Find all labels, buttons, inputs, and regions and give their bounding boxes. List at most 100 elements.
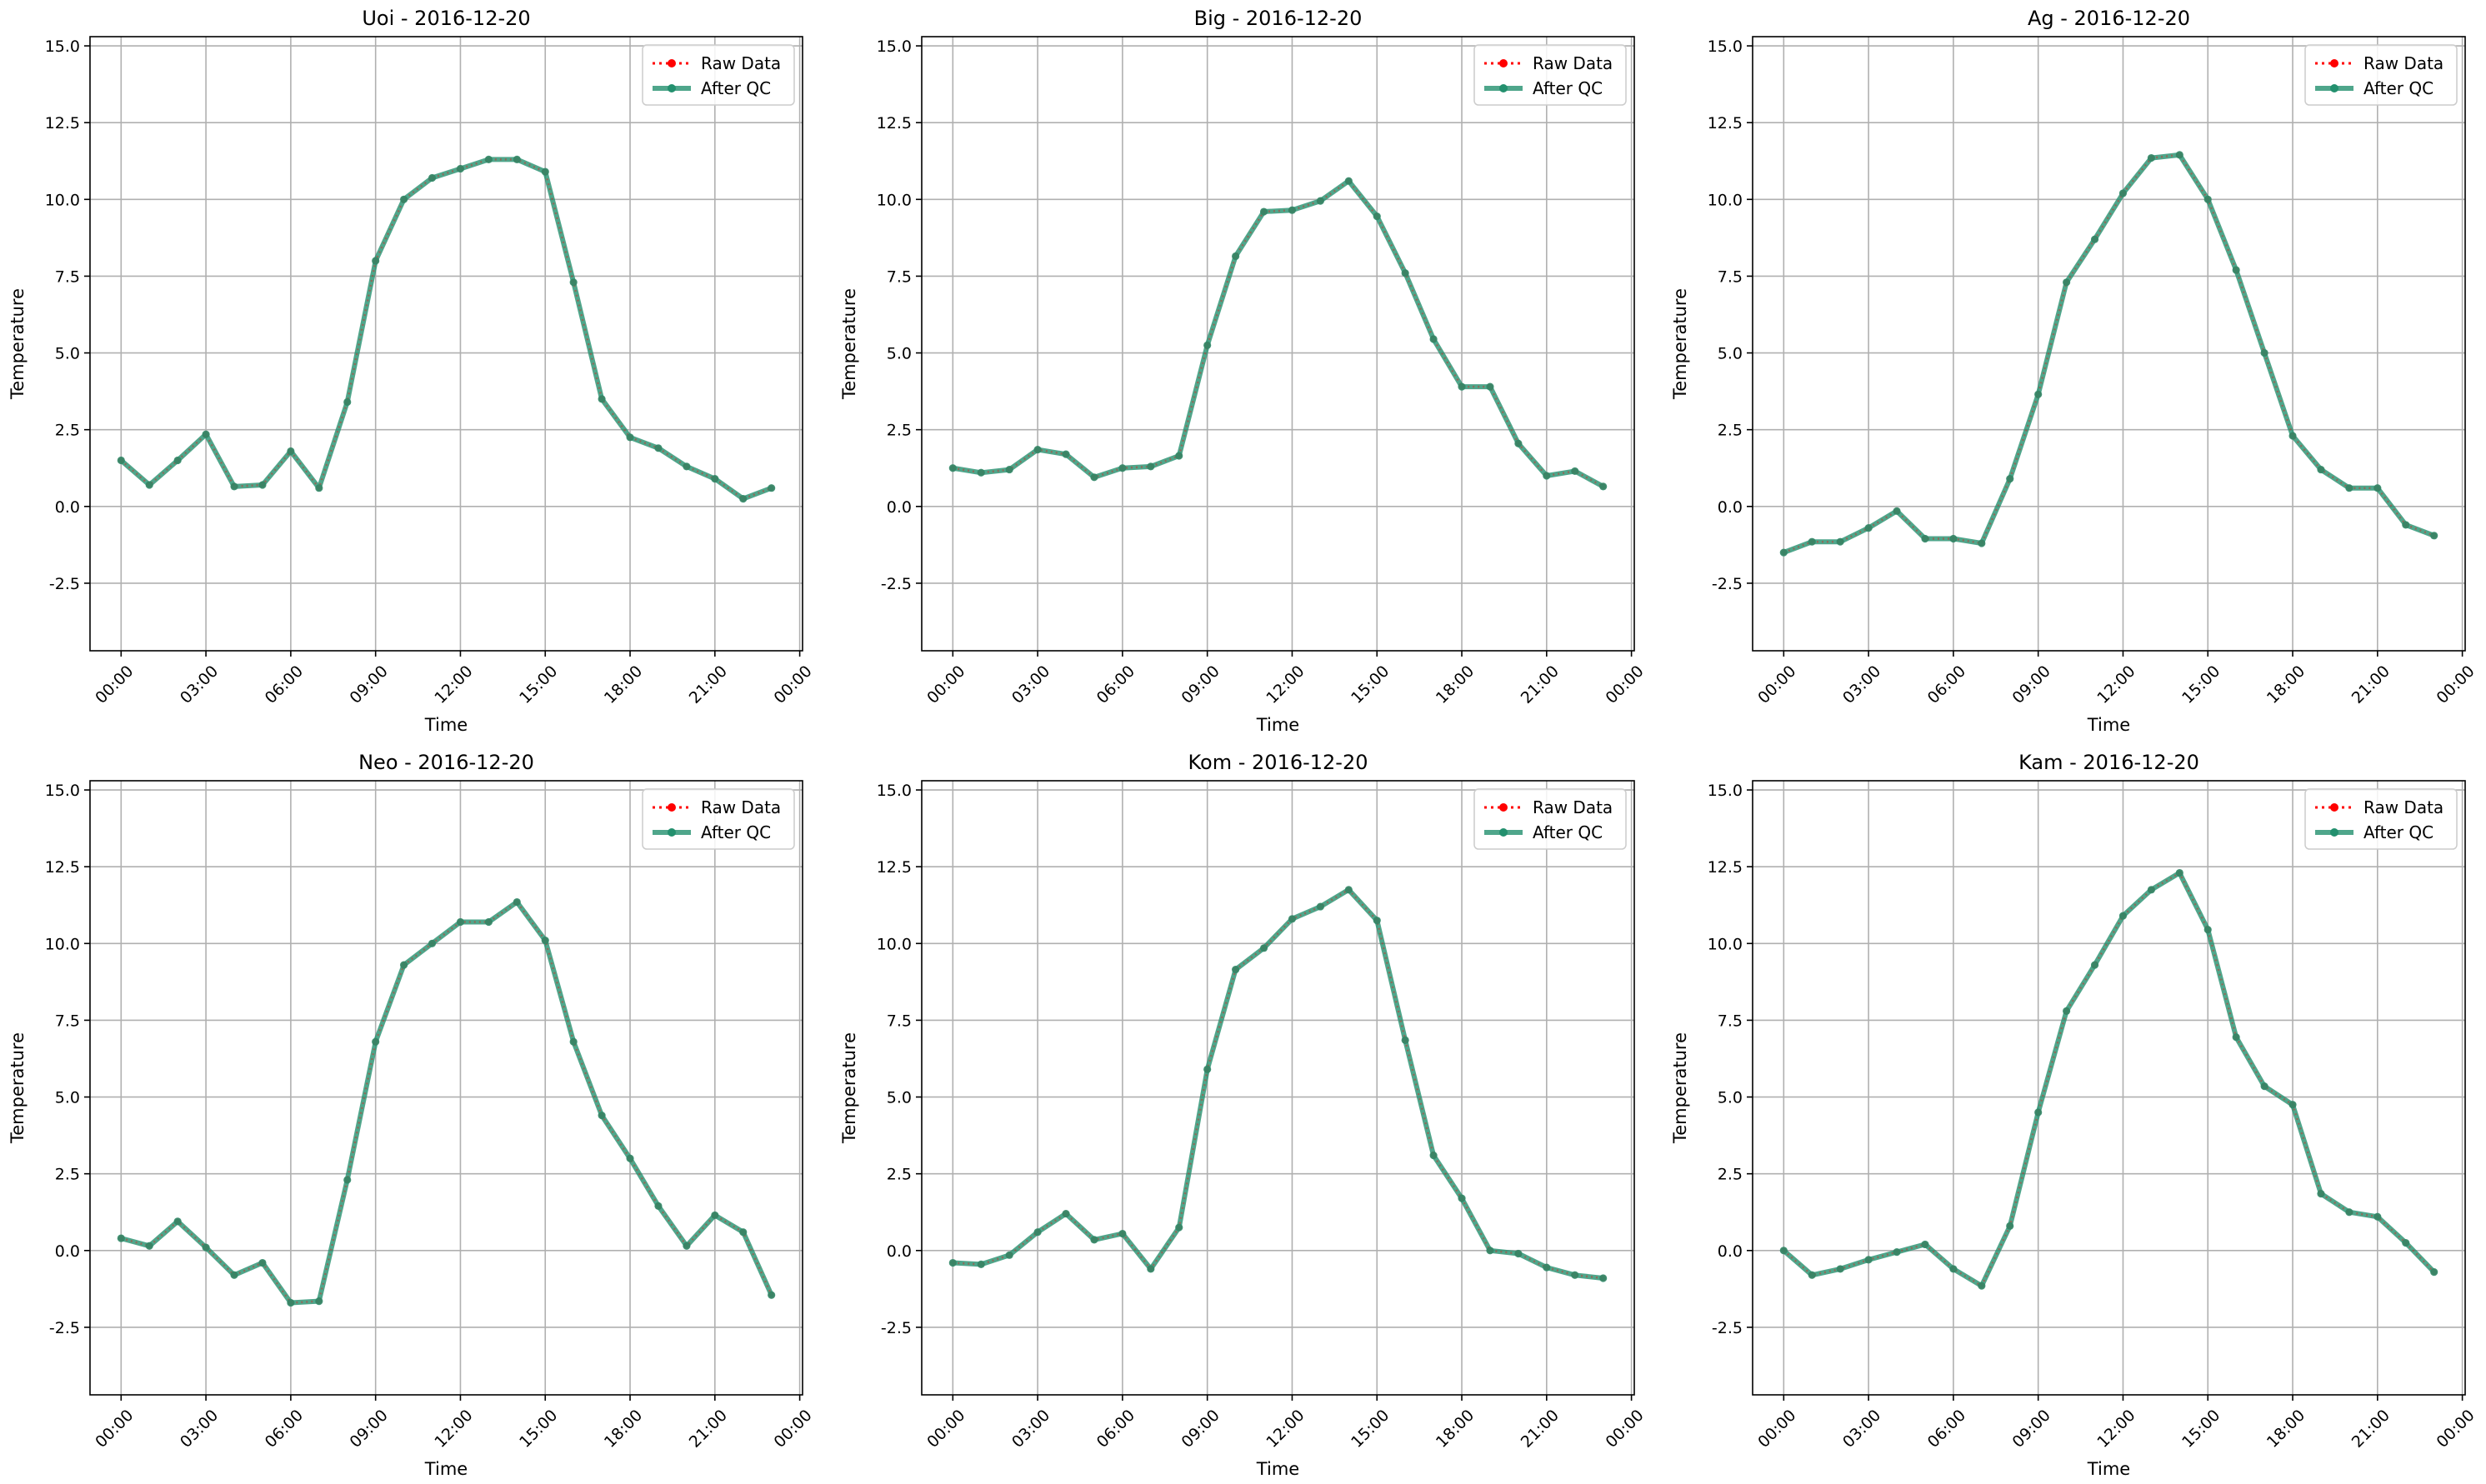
legend-label-raw-data: Raw Data [1533,53,1613,73]
after-qc-point [1486,382,1494,391]
after-qc-point [513,897,521,907]
after-qc-point [711,475,719,483]
after-qc-point [541,937,549,945]
after-qc-point [1921,534,1929,543]
legend-marker-raw-data [2330,59,2338,67]
after-qc-point [1316,197,1324,205]
chart-title: Ag - 2016-12-20 [2028,7,2190,30]
after-qc-point [2034,390,2043,398]
after-qc-point [1978,539,1986,547]
y-tick-label: 2.5 [1718,1166,1743,1184]
after-qc-point [2317,1190,2325,1198]
after-qc-point [1836,537,1844,546]
after-qc-point [2260,348,2268,357]
after-qc-point [1090,1236,1098,1244]
axes-frame [1752,36,2466,652]
series-line-raw-data [1783,871,2435,1287]
y-tick-label: 2.5 [887,1166,912,1184]
after-qc-point [768,1291,776,1299]
after-qc-point [1344,177,1353,185]
legend-marker-raw-data [668,59,676,67]
x-tick-label: 06:00 [1924,1407,1969,1452]
y-tick-label: 0.0 [887,498,912,517]
y-tick-label: 15.0 [45,782,80,800]
after-qc-point [2175,151,2183,159]
x-axis-label: Time [1256,715,1299,735]
legend-label-after-qc: After QC [2363,822,2433,842]
after-qc-point [428,939,437,947]
y-axis-label: Temperature [8,288,28,400]
x-tick-label: 00:00 [2433,662,2478,707]
after-qc-point [117,1234,125,1242]
x-tick-label: 21:00 [2348,1407,2393,1452]
after-qc-point [1599,1274,1608,1282]
axes-frame [89,780,803,1396]
legend-label-after-qc: After QC [1533,78,1603,98]
after-qc-point [1033,1228,1042,1237]
x-tick-label: 03:00 [177,662,222,707]
after-qc-point [711,1211,719,1220]
x-tick-label: 09:00 [347,1407,392,1452]
y-tick-label: 10.0 [45,191,80,209]
after-qc-point [456,164,465,173]
after-qc-point [315,484,323,492]
after-qc-point [1779,1247,1788,1255]
axes-frame [921,36,1635,652]
series-line-raw-data [120,158,773,501]
legend: Raw Data After QC [642,788,795,850]
after-qc-point [202,1243,210,1252]
after-qc-point [1486,1247,1494,1255]
chart-panel-3: 00:00 03:00 06:00 09:00 12:00 15:00 18:00 21:00… [1670,7,2478,735]
x-tick-label: 03:00 [1008,1407,1053,1452]
after-qc-point [2402,521,2410,529]
x-tick-label: 03:00 [1008,662,1053,707]
y-tick-label: 12.5 [1708,858,1743,877]
x-tick-label: 15:00 [1348,662,1393,707]
after-qc-point [1118,1229,1127,1238]
after-qc-point [977,1260,985,1268]
after-qc-point [683,462,691,471]
after-qc-point [1571,1271,1579,1279]
after-qc-point [2090,961,2099,969]
x-tick-label: 00:00 [1754,662,1799,707]
after-qc-point [2402,1238,2410,1247]
y-tick-label: -2.5 [1712,575,1743,593]
legend-label-raw-data: Raw Data [2363,53,2443,73]
x-tick-label: 18:00 [1433,1407,1478,1452]
y-tick-label: 5.0 [1718,1089,1743,1107]
y-tick-label: 10.0 [45,935,80,953]
after-qc-point [1514,439,1523,447]
x-tick-label: 06:00 [1924,662,1969,707]
after-qc-point [1864,524,1873,532]
x-tick-label: 00:00 [92,662,137,707]
after-qc-point [2063,278,2071,287]
x-tick-label: 21:00 [2348,662,2393,707]
after-qc-point [484,155,493,163]
x-tick-label: 09:00 [2009,1407,2054,1452]
after-qc-point [1288,206,1297,214]
x-tick-label: 12:00 [1263,662,1308,707]
after-qc-point [1175,452,1183,460]
legend-label-raw-data: Raw Data [701,53,781,73]
plot-area [1753,37,2465,651]
series-line-after-qc [118,899,774,1306]
y-tick-label: 5.0 [887,345,912,363]
after-qc-point [1893,507,1901,515]
after-qc-point [2430,1268,2438,1277]
legend-label-raw-data: Raw Data [701,797,781,817]
after-qc-point [1978,1282,1986,1290]
after-qc-point [287,447,295,456]
legend: Raw Data After QC [1473,44,1627,106]
after-qc-point [1571,467,1579,476]
after-qc-point [1779,548,1788,557]
x-tick-label: 15:00 [516,662,561,707]
after-qc-point [1090,473,1098,482]
series-line-raw-data [953,888,1603,1280]
after-qc-point [626,1154,634,1162]
x-tick-label: 18:00 [601,1407,646,1452]
y-axis-label: Temperature [8,1032,28,1144]
after-qc-point [1288,915,1297,923]
after-qc-point [977,468,985,477]
x-tick-label: 06:00 [262,1407,307,1452]
